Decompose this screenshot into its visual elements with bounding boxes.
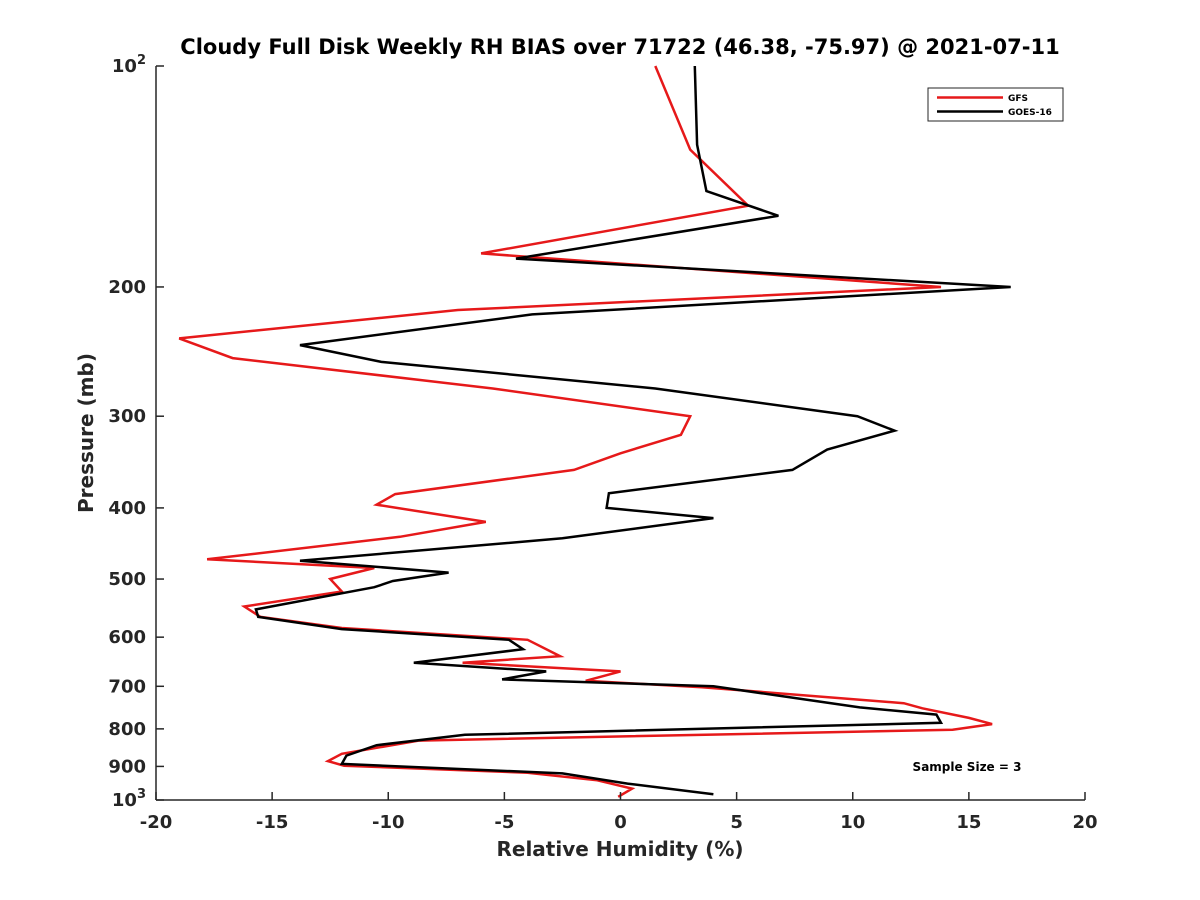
y-tick-label: 300 [108,406,146,427]
series-line-gfs [178,65,993,798]
legend: GFS GOES-16 [927,87,1064,122]
y-tick-label: 800 [108,719,146,740]
x-tick-label: 0 [614,812,627,833]
x-tick-label: -20 [140,812,173,833]
plot-area [178,65,1011,798]
x-tick-label: -5 [494,812,514,833]
x-tick-label: 20 [1072,812,1097,833]
legend-label-goes16: GOES-16 [1008,108,1052,118]
y-tick-label: 500 [108,569,146,590]
x-tick-label: 15 [956,812,981,833]
y-tick-label: 600 [108,627,146,648]
x-axis-label: Relative Humidity (%) [496,837,743,861]
y-tick-label: 102 [112,53,146,77]
legend-label-gfs: GFS [1008,94,1028,104]
y-tick-label: 900 [108,756,146,777]
chart-title: Cloudy Full Disk Weekly RH BIAS over 717… [180,35,1059,59]
x-tick-label: 5 [730,812,743,833]
y-ticks: 102 200 300 400 500 600 700 800 900 103 [108,53,164,811]
x-tick-label: 10 [840,812,865,833]
x-ticks: -20 -15 -10 -5 0 5 10 15 20 [140,792,1098,833]
legend-box [927,87,1064,122]
x-tick-label: -10 [372,812,405,833]
series-line-goes16 [254,65,1011,796]
y-axis-label: Pressure (mb) [74,353,98,513]
y-tick-label: 103 [112,787,146,811]
y-tick-label: 200 [108,277,146,298]
y-tick-label: 700 [108,676,146,697]
axes [155,66,1085,801]
y-tick-label: 400 [108,498,146,519]
x-tick-label: -15 [256,812,289,833]
sample-size-annotation: Sample Size = 3 [913,760,1022,774]
